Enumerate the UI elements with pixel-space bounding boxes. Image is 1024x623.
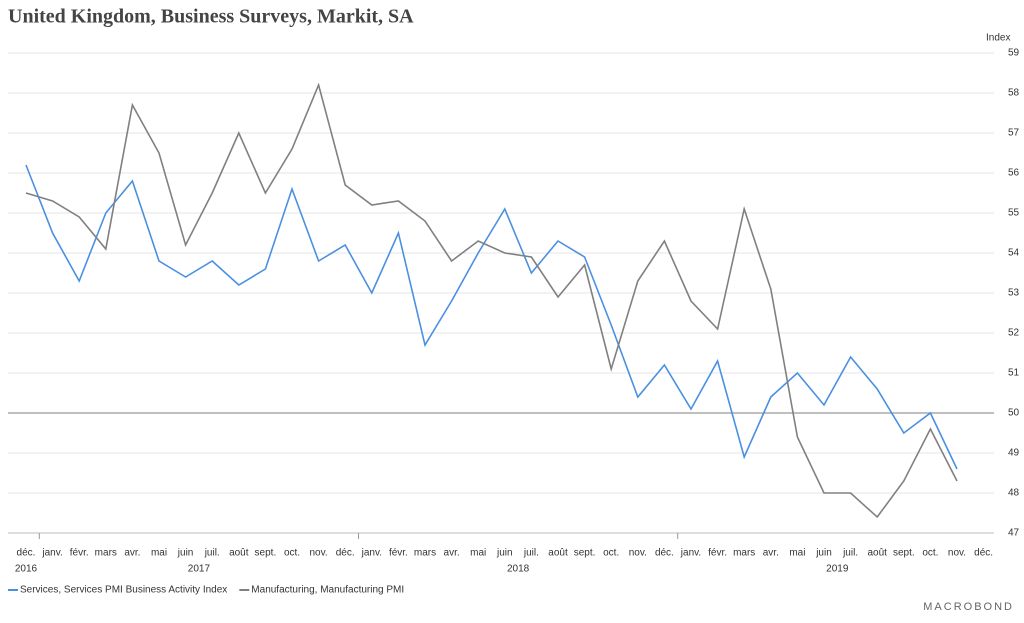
- x-tick-label: mars: [414, 548, 436, 559]
- x-tick-label: août: [229, 548, 249, 559]
- y-unit: Index: [986, 33, 1010, 44]
- x-tick-label: mai: [151, 548, 167, 559]
- x-tick-label: févr.: [708, 548, 727, 559]
- x-tick-label: avr.: [763, 548, 779, 559]
- year-label: 2016: [15, 564, 38, 575]
- y-tick-label: 48: [1008, 488, 1020, 499]
- x-tick-label: nov.: [948, 548, 966, 559]
- y-tick-label: 56: [1008, 168, 1020, 179]
- y-tick-label: 49: [1008, 448, 1020, 459]
- x-tick-label: juin: [496, 548, 513, 559]
- x-tick-label: mai: [470, 548, 486, 559]
- series-line: [25, 164, 958, 470]
- x-tick-label: oct.: [922, 548, 938, 559]
- x-tick-label: janv.: [41, 548, 62, 559]
- x-tick-label: févr.: [389, 548, 408, 559]
- x-tick-label: août: [548, 548, 568, 559]
- x-tick-label: mars: [733, 548, 755, 559]
- y-tick-label: 55: [1008, 208, 1020, 219]
- x-tick-label: oct.: [603, 548, 619, 559]
- x-tick-label: juil.: [204, 548, 220, 559]
- x-tick-label: juin: [815, 548, 832, 559]
- y-tick-label: 50: [1008, 408, 1020, 419]
- year-label: 2019: [826, 564, 849, 575]
- x-tick-label: déc.: [974, 548, 993, 559]
- y-tick-label: 54: [1008, 248, 1020, 259]
- x-tick-label: déc.: [655, 548, 674, 559]
- legend-label: Services, Services PMI Business Activity…: [20, 585, 227, 596]
- year-label: 2017: [188, 564, 211, 575]
- y-tick-label: 52: [1008, 328, 1020, 339]
- x-tick-label: janv.: [361, 548, 382, 559]
- y-tick-label: 57: [1008, 128, 1020, 139]
- x-tick-label: avr.: [124, 548, 140, 559]
- x-tick-label: déc.: [336, 548, 355, 559]
- x-tick-label: oct.: [284, 548, 300, 559]
- x-tick-label: juin: [177, 548, 194, 559]
- x-tick-label: juil.: [523, 548, 539, 559]
- x-tick-label: nov.: [310, 548, 328, 559]
- x-tick-label: déc.: [17, 548, 36, 559]
- source-logo: MACROBOND: [923, 601, 1014, 613]
- x-tick-label: avr.: [444, 548, 460, 559]
- y-tick-label: 59: [1008, 48, 1020, 59]
- y-tick-label: 58: [1008, 88, 1020, 99]
- x-tick-label: mai: [789, 548, 805, 559]
- series-line: [25, 82, 958, 519]
- x-tick-label: nov.: [629, 548, 647, 559]
- y-tick-label: 51: [1008, 368, 1020, 379]
- x-tick-label: août: [867, 548, 887, 559]
- chart-title: United Kingdom, Business Surveys, Markit…: [8, 6, 414, 28]
- x-tick-label: mars: [95, 548, 117, 559]
- year-label: 2018: [507, 564, 530, 575]
- x-tick-label: juil.: [842, 548, 858, 559]
- x-tick-label: sept.: [255, 548, 277, 559]
- y-tick-label: 53: [1008, 288, 1020, 299]
- y-tick-label: 47: [1008, 528, 1020, 539]
- x-tick-label: janv.: [680, 548, 701, 559]
- x-tick-label: sept.: [574, 548, 596, 559]
- x-tick-label: sept.: [893, 548, 915, 559]
- legend-label: Manufacturing, Manufacturing PMI: [251, 585, 404, 596]
- x-tick-label: févr.: [70, 548, 89, 559]
